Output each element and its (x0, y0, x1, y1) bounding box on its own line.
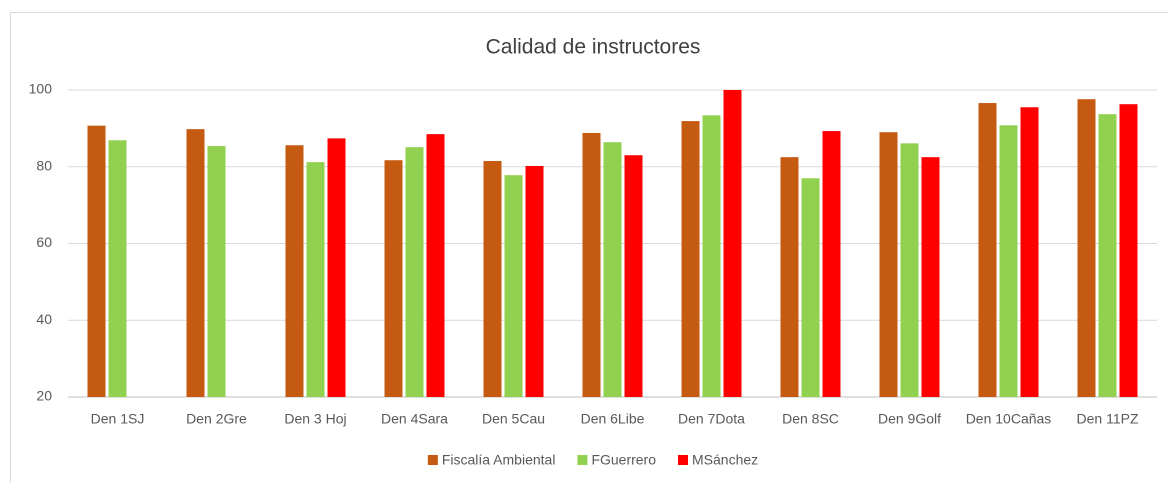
bar (504, 175, 523, 397)
x-tick-label: Den 8SC (782, 411, 839, 427)
bar (780, 157, 799, 397)
legend-swatch (678, 455, 689, 465)
x-tick-label: Den 4Sara (381, 411, 448, 427)
bar (582, 132, 601, 398)
y-tick-label: 20 (36, 388, 52, 404)
bar (723, 90, 742, 397)
x-tick-label: Den 2Gre (186, 411, 247, 427)
bar (483, 160, 502, 397)
x-tick-label: Den 10Cañas (966, 411, 1052, 427)
bar (108, 140, 127, 398)
bar (1119, 104, 1138, 397)
legend-label: Fiscalía Ambiental (442, 452, 556, 468)
bar (186, 129, 205, 397)
legend-swatch (577, 455, 588, 465)
bar (1098, 114, 1117, 398)
bar (603, 142, 622, 397)
bar (525, 165, 544, 397)
bar (405, 147, 424, 397)
bar (1020, 107, 1039, 398)
bar (999, 125, 1018, 398)
bar (327, 138, 346, 398)
bar (426, 134, 445, 397)
bar (285, 145, 304, 397)
bar (702, 115, 721, 397)
bar (207, 146, 226, 397)
bar (384, 160, 403, 397)
y-tick-label: 80 (36, 157, 52, 173)
x-tick-label: Den 11PZ (1077, 411, 1139, 427)
y-tick-label: 100 (29, 81, 53, 97)
x-tick-label: Den 9Golf (878, 411, 941, 427)
legend-swatch (427, 455, 438, 465)
x-tick-label: Den 1SJ (91, 411, 145, 427)
bar (87, 125, 106, 397)
x-tick-label: Den 5Cau (482, 411, 545, 427)
bar (306, 162, 325, 397)
bar (624, 155, 643, 397)
bar (879, 132, 898, 397)
bar (801, 178, 820, 397)
bar (900, 143, 919, 397)
legend-label: FGuerrero (591, 452, 656, 468)
x-tick-label: Den 3 Hoj (284, 411, 346, 427)
bar (822, 131, 841, 397)
chart-title: Calidad de instructores (486, 36, 701, 59)
x-tick-label: Den 7Dota (678, 411, 745, 427)
y-tick-label: 40 (36, 311, 52, 327)
legend-label: MSánchez (692, 452, 758, 468)
y-tick-label: 60 (36, 234, 52, 250)
bar (921, 157, 940, 397)
bar (681, 121, 700, 398)
bar (978, 103, 997, 398)
bar (1077, 99, 1096, 398)
x-tick-label: Den 6Libe (581, 411, 645, 427)
